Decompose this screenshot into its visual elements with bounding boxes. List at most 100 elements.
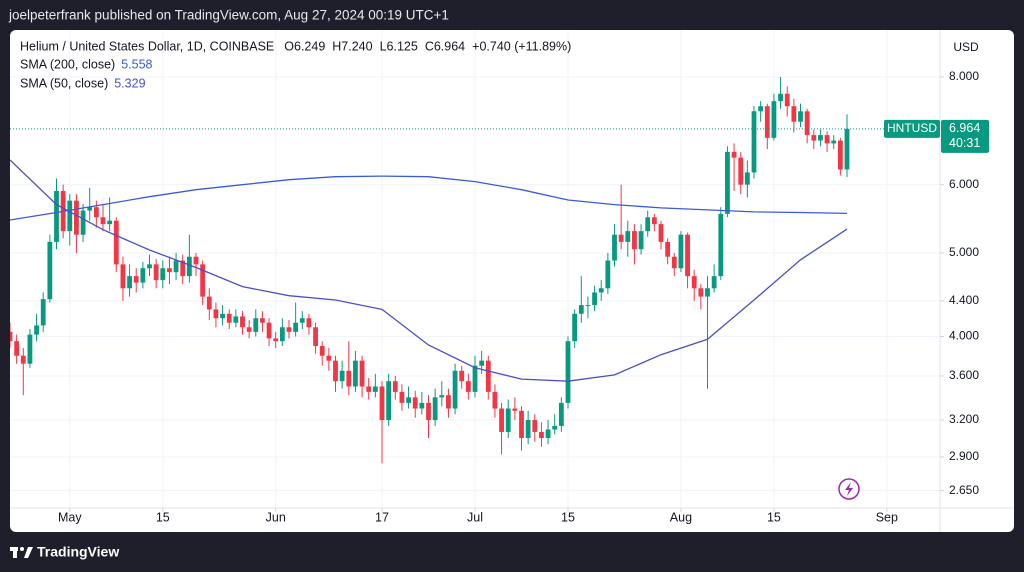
candle-body bbox=[306, 318, 312, 328]
candle-body bbox=[665, 241, 671, 257]
candle-body bbox=[565, 341, 571, 403]
y-tick-label: 3.600 bbox=[949, 368, 979, 382]
candle-body bbox=[147, 264, 152, 269]
candle-body bbox=[738, 157, 744, 185]
candle-body bbox=[273, 338, 279, 342]
candle-body bbox=[485, 360, 491, 392]
y-tick-label: 4.400 bbox=[949, 293, 979, 307]
candle-body bbox=[286, 327, 292, 332]
x-tick-label: Jun bbox=[266, 510, 286, 524]
candle-body bbox=[399, 391, 405, 403]
candle-body bbox=[525, 420, 531, 439]
candle-body bbox=[645, 217, 651, 232]
currency[interactable]: USD bbox=[953, 40, 979, 54]
candle-body bbox=[299, 318, 305, 323]
candle-body bbox=[266, 322, 272, 339]
candle-body bbox=[206, 296, 212, 310]
candle-body bbox=[452, 370, 458, 409]
chart-title: Helium / United States Dollar, 1D, COINB… bbox=[20, 39, 274, 53]
candle-body bbox=[618, 234, 624, 242]
y-tick-label: 2.650 bbox=[949, 483, 979, 497]
plot-area bbox=[10, 76, 940, 464]
candle-body bbox=[326, 355, 332, 361]
candle-body bbox=[778, 93, 783, 102]
candle-body bbox=[605, 260, 611, 289]
sma-line bbox=[10, 175, 848, 221]
candle-body bbox=[831, 140, 837, 144]
candle-body bbox=[293, 322, 299, 332]
candle-body bbox=[54, 190, 59, 242]
candle-body bbox=[100, 217, 106, 225]
candle-body bbox=[406, 397, 411, 403]
x-tick-label: Sep bbox=[876, 510, 898, 524]
candle-body bbox=[499, 408, 504, 432]
y-tick-label: 5.000 bbox=[949, 245, 979, 259]
candle-body bbox=[339, 370, 345, 382]
candle-body bbox=[419, 402, 425, 409]
candle-body bbox=[180, 260, 186, 277]
candle-body bbox=[313, 327, 318, 346]
candle-body bbox=[818, 135, 823, 141]
candle-body bbox=[233, 316, 239, 323]
x-tick-label: 15 bbox=[561, 510, 575, 524]
candle-body bbox=[512, 408, 518, 411]
sma-line bbox=[10, 159, 848, 382]
ohlc-label: O6.249 bbox=[284, 39, 325, 53]
y-tick-label: 3.200 bbox=[949, 412, 979, 426]
candle-body bbox=[671, 256, 677, 269]
legend: Helium / United States Dollar, 1D, COINB… bbox=[20, 39, 571, 90]
candle-body bbox=[744, 172, 750, 185]
y-tick-label: 8.000 bbox=[949, 69, 979, 83]
candle-body bbox=[651, 217, 657, 225]
candle-body bbox=[638, 231, 644, 250]
candle-body bbox=[632, 231, 637, 250]
candle-body bbox=[14, 341, 20, 356]
candle-body bbox=[167, 268, 172, 273]
candle-body bbox=[34, 325, 39, 335]
symbol-tag bbox=[884, 119, 940, 138]
candle-body bbox=[27, 334, 33, 364]
candle-body bbox=[67, 200, 73, 232]
candle-body bbox=[492, 391, 498, 409]
candle-body bbox=[811, 135, 817, 141]
legend-label: SMA (200, close) bbox=[20, 57, 115, 71]
chart-panel bbox=[10, 30, 1014, 532]
ohlc-label: L6.125 bbox=[380, 39, 418, 53]
candle-body bbox=[107, 220, 113, 225]
x-tick-label: 15 bbox=[767, 510, 781, 524]
candle-body bbox=[578, 305, 584, 314]
candle-body bbox=[20, 355, 26, 364]
candle-body bbox=[133, 276, 139, 283]
candle-body bbox=[598, 288, 604, 293]
y-tick-label: 6.000 bbox=[949, 177, 979, 191]
currency-box[interactable] bbox=[946, 38, 986, 58]
candle-body bbox=[173, 260, 179, 273]
candle-body bbox=[718, 213, 724, 277]
candle-body bbox=[193, 256, 199, 265]
candle-body bbox=[160, 268, 166, 281]
candle-body bbox=[798, 111, 803, 122]
candle-body bbox=[691, 276, 697, 289]
candle-body bbox=[253, 318, 259, 332]
candle-body bbox=[386, 381, 392, 421]
axes: 8.000 6.000 5.000 4.400 4.000 3.600 3.200 2.900… bbox=[58, 69, 979, 524]
candle-body bbox=[186, 256, 192, 277]
events-bolt bbox=[845, 482, 853, 496]
candle-body bbox=[80, 210, 86, 235]
candle-body bbox=[240, 316, 245, 328]
countdown: 40:31 bbox=[949, 136, 980, 150]
logo-part bbox=[20, 547, 24, 551]
candle-body bbox=[319, 345, 325, 356]
logo-part bbox=[13, 547, 17, 558]
candle-body bbox=[804, 111, 810, 136]
candle-body bbox=[87, 207, 93, 211]
candle-body bbox=[140, 268, 146, 283]
legend-value: 5.329 bbox=[114, 76, 145, 90]
candle-body bbox=[279, 327, 285, 342]
candle-body bbox=[678, 234, 684, 269]
ohlc-label: C6.964 bbox=[425, 39, 465, 53]
candle-body bbox=[685, 234, 690, 277]
x-tick-label: May bbox=[58, 510, 82, 524]
candle-body bbox=[74, 200, 79, 235]
